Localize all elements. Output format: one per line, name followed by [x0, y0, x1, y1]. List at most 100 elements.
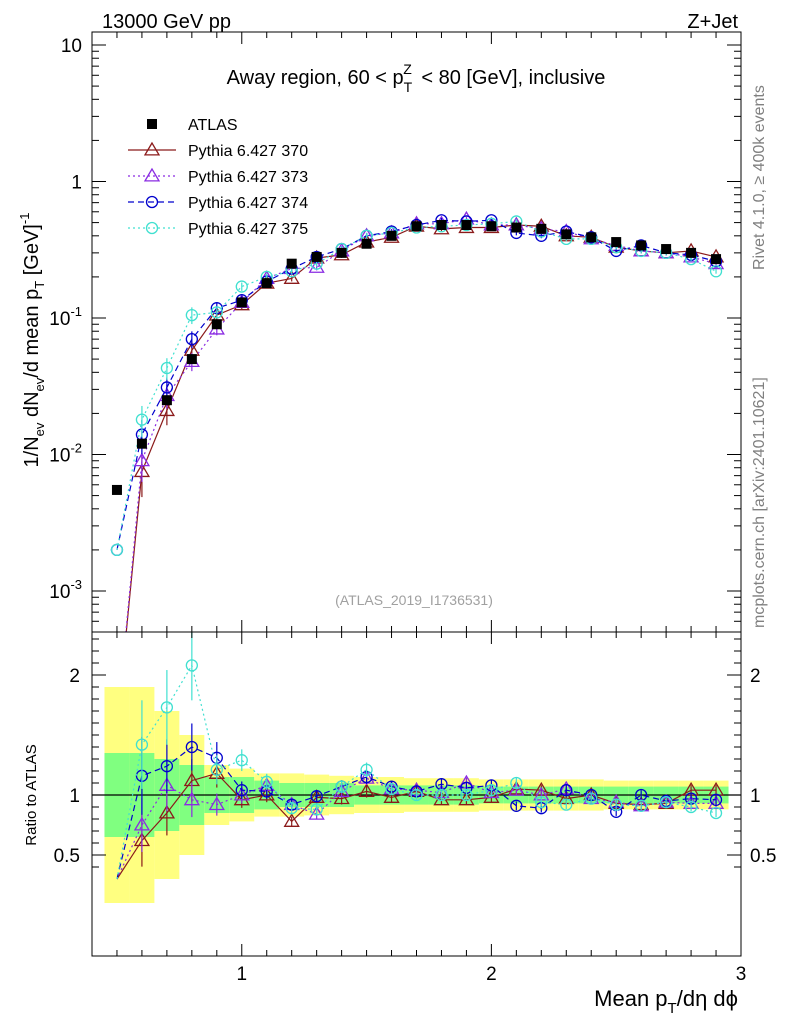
ratio-point	[585, 792, 598, 805]
ratio-tick-label-right: 0.5	[750, 846, 776, 867]
chart-title: Away region, 60 < pTZ < 80 [GeV], inclus…	[227, 61, 606, 95]
data-point	[133, 452, 151, 467]
ratio-point	[635, 799, 648, 812]
atlas-point	[211, 319, 222, 330]
legend-marker	[143, 141, 161, 156]
atlas-point	[161, 395, 172, 406]
atlas-point	[611, 237, 622, 248]
atlas-point	[586, 232, 597, 243]
ratio-point	[360, 763, 373, 776]
header-right: Z+Jet	[687, 11, 738, 33]
ratio-point	[535, 796, 548, 809]
atlas-point	[511, 222, 522, 233]
ratio-point	[185, 659, 198, 672]
data-point	[135, 413, 149, 426]
ratio-point	[208, 796, 225, 811]
ratio-tick-label-left: 2	[69, 666, 80, 687]
y-tick-label: 10-3	[49, 577, 82, 603]
main-plot-area	[110, 210, 725, 632]
ratio-y-axis-label: Ratio to ATLAS	[23, 744, 40, 845]
atlas-point	[661, 244, 672, 255]
data-point	[160, 381, 174, 394]
plot-lines	[92, 210, 741, 880]
legend-marker-shape	[143, 167, 161, 182]
ratio-point	[460, 788, 473, 802]
atlas-point	[261, 278, 272, 289]
atlas-point	[486, 221, 497, 232]
data-point	[460, 218, 473, 232]
ratio-point	[160, 760, 174, 773]
data-point	[158, 402, 176, 417]
legend: ATLAS Pythia 6.427 370 Pythia 6.427 373 Pyt…	[128, 117, 308, 238]
ratio-point	[160, 701, 174, 714]
data-point	[283, 270, 300, 284]
atlas-point	[711, 254, 722, 265]
ratio-point	[707, 795, 725, 809]
legend-marker	[143, 167, 161, 182]
atlas-point	[636, 240, 647, 251]
side-label-rivet: Rivet 4.1.0, ≥ 400k events	[751, 85, 768, 270]
data-point	[308, 259, 325, 273]
ratio-point	[435, 788, 448, 802]
ratio-point	[233, 791, 250, 806]
ratio-point	[310, 803, 323, 816]
legend-label-atlas: ATLAS	[188, 117, 238, 134]
ratio-point	[333, 790, 350, 805]
atlas-point	[561, 229, 572, 240]
data-point	[210, 306, 223, 319]
ratio-point	[659, 796, 673, 809]
ratio-point	[709, 793, 723, 806]
legend-label: Pythia 6.427 374	[188, 195, 308, 212]
y-tick-label: 10	[61, 36, 82, 57]
ratio-point	[508, 781, 525, 796]
ratio-tick-label-left: 0.5	[54, 846, 80, 867]
ratio-point	[158, 804, 176, 819]
atlas-point	[186, 354, 197, 365]
ratio-point	[485, 784, 498, 797]
ratio-point	[510, 776, 523, 790]
ratio-point	[560, 784, 573, 797]
y-tick-label: 10-1	[49, 304, 82, 330]
data-point	[235, 280, 248, 293]
x-axis-label: Mean pT/dη dϕ	[594, 986, 738, 1017]
legend-label: Pythia 6.427 375	[188, 221, 308, 238]
analysis-label: (ATLAS_2019_I1736531)	[335, 592, 493, 608]
ratio-point	[235, 754, 248, 767]
data-point	[185, 308, 198, 322]
ratio-point	[135, 738, 149, 751]
ratio-point	[385, 782, 398, 796]
ratio-point	[709, 806, 723, 820]
ratio-point	[235, 784, 248, 797]
legend-marker-shape	[145, 195, 159, 209]
atlas-point	[536, 223, 547, 234]
x-tick-label: 3	[736, 964, 747, 985]
ratio-point	[310, 790, 323, 803]
ratio-point	[358, 783, 375, 797]
side-label-mcplots: mcplots.cern.ch [arXiv:2401.10621]	[751, 377, 768, 628]
ratio-point	[133, 816, 151, 831]
atlas-point	[411, 221, 422, 232]
ratio-point	[560, 798, 573, 811]
ratio-point	[185, 740, 198, 754]
ratio-point	[260, 775, 273, 788]
y-tick-label: 10-2	[49, 441, 82, 467]
atlas-point	[386, 230, 397, 241]
ratio-point	[210, 763, 223, 776]
ratio-tick-label-right: 2	[750, 666, 761, 687]
ratio-point	[610, 798, 623, 811]
ratio-point	[483, 789, 500, 803]
atlas-point	[686, 247, 697, 258]
data-point	[110, 543, 124, 557]
legend-label: Pythia 6.427 370	[188, 143, 308, 160]
ratio-point	[258, 786, 275, 801]
header-left: 13000 GeV pp	[102, 11, 231, 33]
atlas-point	[111, 484, 122, 495]
ratio-point	[183, 791, 200, 806]
y-tick-label: 1	[71, 173, 82, 194]
ratio-tick-label-right: 1	[750, 786, 761, 807]
data-point	[709, 265, 723, 278]
atlas-point	[436, 220, 447, 231]
atlas-point	[461, 220, 472, 231]
data-point	[160, 361, 174, 375]
